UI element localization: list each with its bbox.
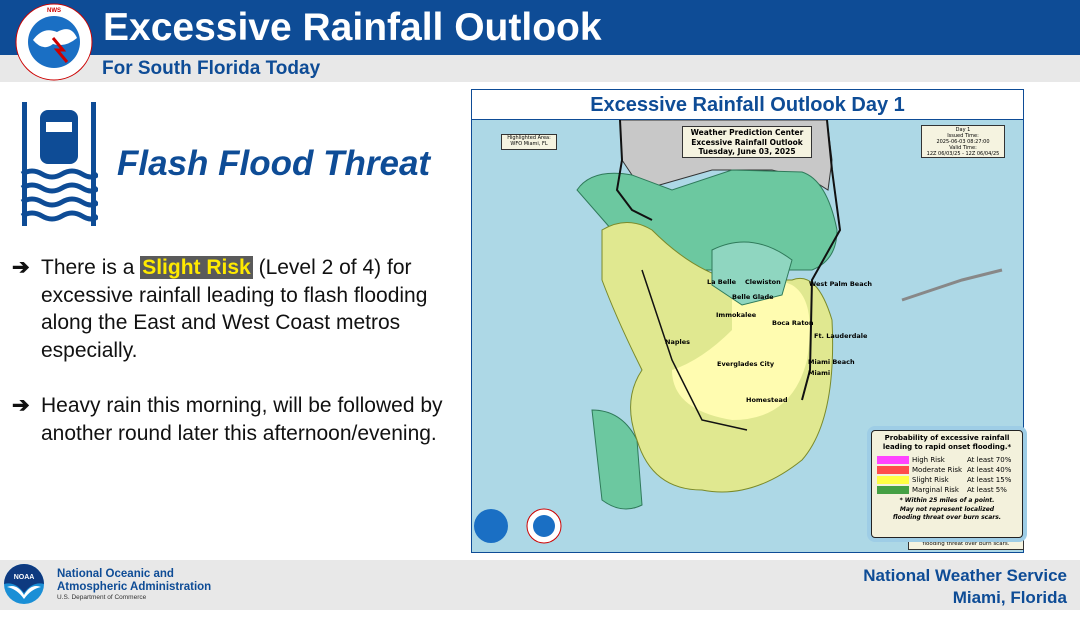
legend-note: * Within 25 miles of a point. — [899, 497, 995, 504]
legend-title: Probability of excessive rainfall leadin… — [882, 434, 1012, 451]
legend-slight: Slight Risk At least 15% — [877, 475, 1017, 485]
map-legend: Probability of excessive rainfall leadin… — [871, 430, 1023, 538]
legend-prob: At least 70% — [967, 456, 1012, 464]
map-title: Excessive Rainfall Outlook Day 1 — [472, 90, 1023, 120]
city-la-belle: La Belle — [707, 278, 737, 286]
box-line: Excessive Rainfall Outlook — [691, 137, 803, 147]
city-boca-raton: Boca Raton — [772, 319, 814, 327]
box-line: Weather Prediction Center — [690, 128, 804, 137]
office-line: Miami, Florida — [952, 588, 1067, 607]
subheader-bar — [0, 55, 1080, 82]
city-ft-lauderdale: Ft. Lauderdale — [814, 332, 868, 340]
car-flood-icon — [20, 102, 98, 226]
legend-label: Marginal Risk — [912, 486, 959, 494]
city-clewiston: Clewiston — [745, 278, 781, 286]
noaa-name: National Oceanic and Atmospheric Administ… — [57, 568, 211, 594]
city-miami: Miami — [808, 369, 830, 377]
svg-text:NWS: NWS — [47, 8, 61, 14]
legend-label: Slight Risk — [912, 476, 949, 484]
legend-high: High Risk At least 70% — [877, 455, 1017, 465]
legend-prob: At least 15% — [967, 476, 1012, 484]
legend-shadow-text: flooding threat over burn scars. — [908, 540, 1024, 550]
legend-note: flooding threat over burn scars. — [892, 514, 1002, 521]
bullet-text: Heavy rain this morning, will be followe… — [41, 394, 443, 445]
legend-note: May not represent localized — [899, 505, 995, 513]
department-text: U.S. Department of Commerce — [57, 594, 147, 601]
box-line: Valid Time: — [949, 145, 977, 151]
header-bar — [0, 0, 1080, 55]
city-labels: La Belle Clewiston Belle Glade Immokalee… — [665, 278, 872, 404]
bullet-text: There is a — [41, 256, 141, 279]
nws-logo: NWS — [15, 3, 93, 81]
page-subtitle: For South Florida Today — [102, 58, 321, 79]
box-line: 12Z 06/03/25 - 12Z 06/04/25 — [926, 151, 1000, 157]
risk-highlight: Slight Risk — [140, 256, 253, 279]
legend-label: High Risk — [912, 456, 945, 464]
city-naples: Naples — [665, 338, 690, 346]
svg-text:NOAA: NOAA — [14, 574, 35, 581]
legend-marginal: Marginal Risk At least 5% — [877, 485, 1017, 495]
org-line: Atmospheric Administration — [57, 581, 212, 593]
box-line: 2025-06-03 08:27:00 — [936, 139, 990, 145]
time-box: Day 1 Issued Time: 2025-06-03 08:27:00 Vali… — [921, 125, 1005, 158]
legend-label: Moderate Risk — [912, 466, 963, 474]
outlook-map: Excessive Rainfall Outlook Day 1 La Bell… — [471, 89, 1024, 553]
arrow-right-icon: ➔ — [12, 256, 30, 279]
city-west-palm-beach: West Palm Beach — [809, 280, 872, 288]
bullet-text: (Level 2 of 4) for excessive rainfall le… — [41, 256, 428, 362]
bullet-slight-risk: ➔ There is a Slight Risk (Level 2 of 4) … — [12, 254, 457, 364]
city-homestead: Homestead — [746, 396, 788, 404]
box-line: Highlighted Area: — [507, 135, 551, 141]
box-line: Day 1 — [955, 127, 971, 133]
legend-prob: At least 40% — [967, 466, 1012, 474]
box-line: Issued Time: — [947, 133, 979, 139]
wpc-box: Weather Prediction Center Excessive Rainf… — [682, 126, 812, 158]
bullet-heavy-rain: ➔ Heavy rain this morning, will be follo… — [12, 392, 457, 447]
box-line: Tuesday, June 03, 2025 — [698, 147, 796, 156]
office-name: National Weather Service Miami, Florida — [863, 565, 1067, 609]
legend-moderate: Moderate Risk At least 40% — [877, 465, 1017, 475]
box-line: WFO Miami, FL — [510, 141, 548, 147]
office-line: National Weather Service — [863, 566, 1067, 585]
city-everglades-city: Everglades City — [717, 360, 775, 368]
org-line: National Oceanic and — [57, 568, 174, 580]
arrow-right-icon: ➔ — [12, 394, 30, 417]
city-immokalee: Immokalee — [716, 311, 757, 319]
city-miami-beach: Miami Beach — [808, 358, 855, 366]
legend-prob: At least 5% — [967, 486, 1007, 494]
footer-bar — [0, 560, 1080, 610]
city-belle-glade: Belle Glade — [732, 293, 774, 301]
highlighted-area-box: Highlighted Area: WFO Miami, FL — [501, 134, 557, 150]
threat-title: Flash Flood Threat — [117, 144, 431, 183]
noaa-logo — [474, 509, 508, 543]
map-graphic: La Belle Clewiston Belle Glade Immokalee… — [474, 120, 1003, 544]
noaa-logo: NOAA — [4, 564, 44, 604]
page-title: Excessive Rainfall Outlook — [103, 6, 602, 49]
